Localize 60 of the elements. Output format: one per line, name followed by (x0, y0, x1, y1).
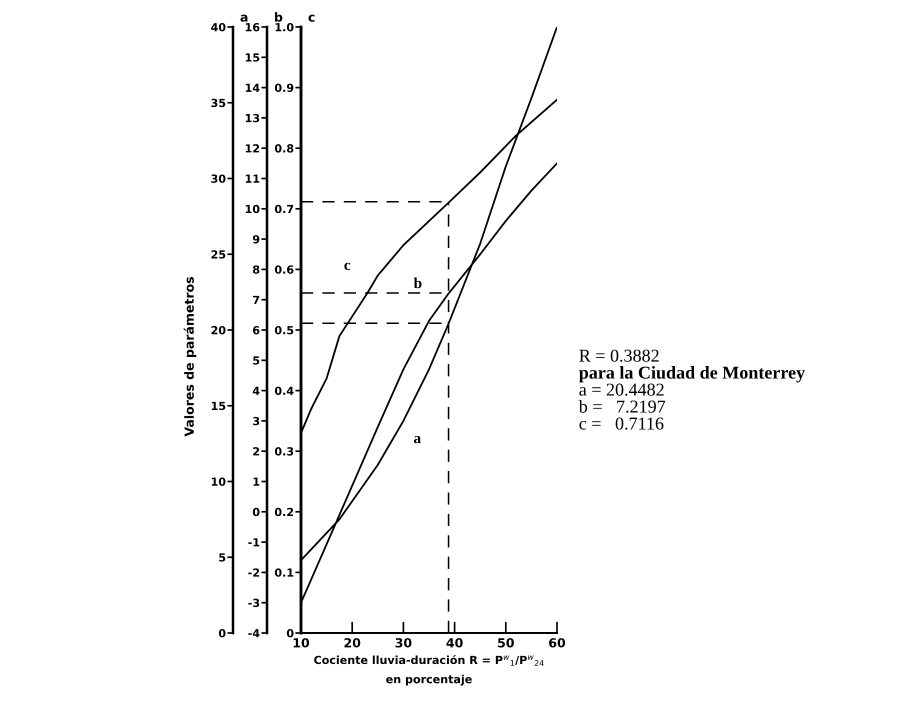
y-tick-label: 20 (211, 326, 226, 334)
y2-tick-label: 13 (246, 114, 260, 122)
y2-tick-label: -3 (248, 598, 260, 608)
x-tick-label: 60 (549, 638, 566, 648)
text: a (240, 14, 248, 22)
text: para la Ciudad de Monterrey (578, 366, 805, 382)
text: c = 0.7116 (579, 417, 664, 430)
y2-tick-label: 3 (253, 416, 260, 426)
y-tick-label: 15 (212, 402, 226, 410)
y3-tick-label: 0.1 (274, 568, 294, 577)
y2-tick-label: 4 (252, 386, 260, 395)
y3-tick-label: 0.6 (274, 265, 294, 274)
x-tick-label: 40 (446, 638, 463, 648)
y2-tick-label: 15 (246, 53, 260, 62)
y3-tick-label: 0 (286, 628, 294, 638)
y-axis-title: Valores de parámetros (184, 277, 196, 437)
y2-tick-label: -4 (248, 629, 260, 638)
text: Cociente lluvia-duración R = P$^{w}$$_{1}$/P$^{w}$$_{24}$ en porcentaje (314, 655, 544, 686)
y2-tick-label: 11 (246, 174, 260, 183)
y3-tick-label: 1.0 (276, 22, 294, 32)
series-label: a (414, 436, 421, 444)
text: b (274, 12, 282, 22)
y2-tick-label: 7 (253, 296, 260, 304)
y-tick-label: 25 (211, 250, 226, 259)
x-tick-label: 10 (294, 638, 310, 648)
y2-tick-label: 14 (246, 84, 260, 92)
y2-tick-label: 0 (252, 508, 260, 516)
y2-tick-label: 10 (246, 204, 260, 214)
y-tick-label: 0 (218, 628, 226, 638)
y2-tick-label: 2 (253, 447, 260, 456)
series-label: c (344, 262, 350, 270)
y2-tick-label: 1 (254, 478, 260, 486)
y2-tick-label: 9 (252, 235, 260, 244)
y3-tick-label: 0.8 (274, 144, 294, 153)
y3-tick-label: 0.9 (274, 84, 294, 92)
text: R = 0.3882 (579, 350, 659, 362)
y-tick-label: 30 (211, 174, 226, 183)
y-tick-label: 5 (219, 553, 226, 562)
x-tick-label: 50 (498, 638, 514, 648)
y-tick-label: 10 (212, 477, 226, 486)
x-tick-label: 20 (344, 638, 360, 648)
y2-tick-label: 6 (253, 326, 260, 334)
y3-tick-label: 0.7 (274, 204, 294, 214)
text: a = 20.4482 (579, 384, 664, 396)
y-tick-label: 40 (211, 22, 226, 32)
y-tick-label: 35 (211, 98, 226, 108)
x-tick-label: 30 (396, 638, 412, 648)
series-label: b (414, 277, 422, 288)
y2-tick-label: -1 (248, 538, 260, 546)
y3-tick-label: 0.4 (274, 386, 294, 395)
y2-tick-label: 16 (246, 22, 260, 32)
y2-tick-label: -2 (248, 568, 260, 577)
text: c (308, 14, 315, 22)
y3-tick-label: 0.3 (274, 447, 294, 456)
text: b = 7.2197 (578, 400, 666, 413)
y3-tick-label: 0.2 (274, 508, 294, 516)
y2-tick-label: 12 (246, 144, 260, 152)
y2-tick-label: 8 (253, 265, 260, 274)
y3-tick-label: 0.5 (274, 326, 294, 334)
y2-tick-label: 5 (253, 356, 260, 365)
